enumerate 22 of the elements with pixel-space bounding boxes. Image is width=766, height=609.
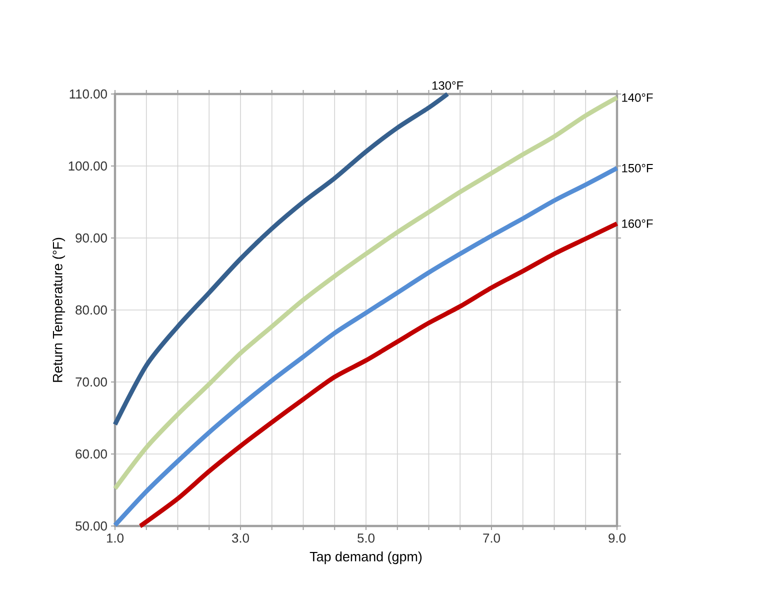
line-series: [138, 221, 620, 528]
series-label: 150°F: [622, 164, 653, 172]
x-tick-label: 7.0: [483, 534, 500, 543]
line-series: [112, 92, 450, 427]
y-tick-label: 90.00: [76, 233, 107, 243]
y-tick-label: 80.00: [76, 305, 107, 315]
x-tick-label: 3.0: [232, 534, 250, 543]
line-series: [112, 166, 620, 528]
y-tick-label: 110.00: [70, 89, 107, 99]
series-label: 140°F: [622, 93, 653, 102]
y-tick-label: 100.00: [68, 161, 107, 171]
series-label: 160°F: [622, 219, 653, 228]
y-axis-title: Return Temperature (°F): [52, 238, 66, 382]
y-tick-label: 60.00: [76, 449, 107, 459]
x-tick-label: 9.0: [608, 534, 626, 543]
line-series: [112, 95, 620, 491]
y-tick-label: 70.00: [76, 377, 107, 387]
series-label: 130°F: [432, 81, 464, 90]
y-tick-label: 50.00: [76, 521, 107, 531]
x-axis-title: Tap demand (gpm): [310, 552, 422, 564]
x-tick-label: 5.0: [358, 534, 375, 543]
x-tick-label: 1.0: [106, 534, 124, 543]
